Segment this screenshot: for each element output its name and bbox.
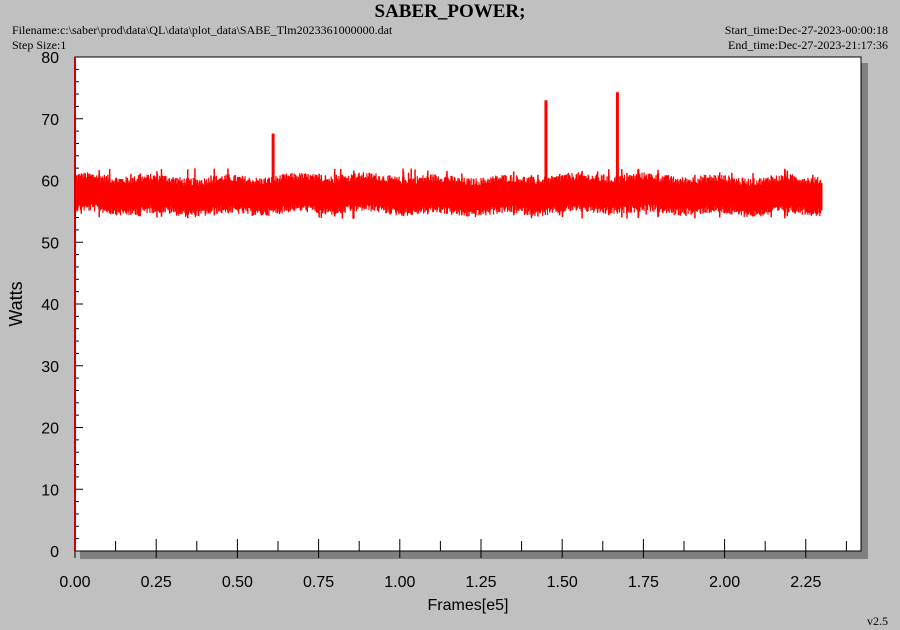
x-tick-label: 2.25 bbox=[790, 574, 821, 591]
x-tick-label: 1.00 bbox=[384, 574, 415, 591]
tick-labels: 0 10 20 30 40 50 60 70 80 0.00 0.25 0.50 0.75 1.00 1.2… bbox=[41, 50, 821, 591]
y-tick-label: 80 bbox=[41, 50, 59, 67]
x-tick-label: 1.50 bbox=[547, 574, 578, 591]
y-tick-label: 70 bbox=[41, 112, 59, 129]
x-tick-label: 0.75 bbox=[303, 574, 334, 591]
chart-title: SABER_POWER; bbox=[374, 1, 526, 22]
x-tick-label: 1.25 bbox=[465, 574, 496, 591]
plot-area bbox=[74, 56, 862, 552]
x-tick-label: 0.25 bbox=[141, 574, 172, 591]
start-time-label: Start_time:Dec-27-2023-00:00:18 bbox=[724, 23, 888, 37]
end-time-label: End_time:Dec-27-2023-21:17:36 bbox=[728, 38, 888, 52]
y-tick-label: 10 bbox=[41, 482, 59, 499]
series-layer bbox=[74, 92, 823, 219]
x-tick-label: 0.00 bbox=[59, 574, 90, 591]
axis-ticks bbox=[74, 56, 847, 558]
x-tick-label: 1.75 bbox=[628, 574, 659, 591]
y-tick-label: 50 bbox=[41, 235, 59, 252]
y-tick-label: 40 bbox=[41, 297, 59, 314]
x-tick-label: 0.50 bbox=[222, 574, 253, 591]
filename-label: Filename:c:\saber\prod\data\QL\data\plot… bbox=[12, 23, 393, 37]
x-axis-label: Frames[e5] bbox=[428, 597, 509, 614]
x-tick-label: 2.00 bbox=[709, 574, 740, 591]
y-tick-label: 60 bbox=[41, 174, 59, 191]
version-label: v2.5 bbox=[867, 614, 888, 628]
step-size-label: Step Size:1 bbox=[12, 38, 67, 52]
y-axis-label: Watts bbox=[6, 281, 26, 326]
y-tick-label: 20 bbox=[41, 421, 59, 438]
y-tick-label: 30 bbox=[41, 359, 59, 376]
y-tick-label: 0 bbox=[50, 544, 59, 561]
